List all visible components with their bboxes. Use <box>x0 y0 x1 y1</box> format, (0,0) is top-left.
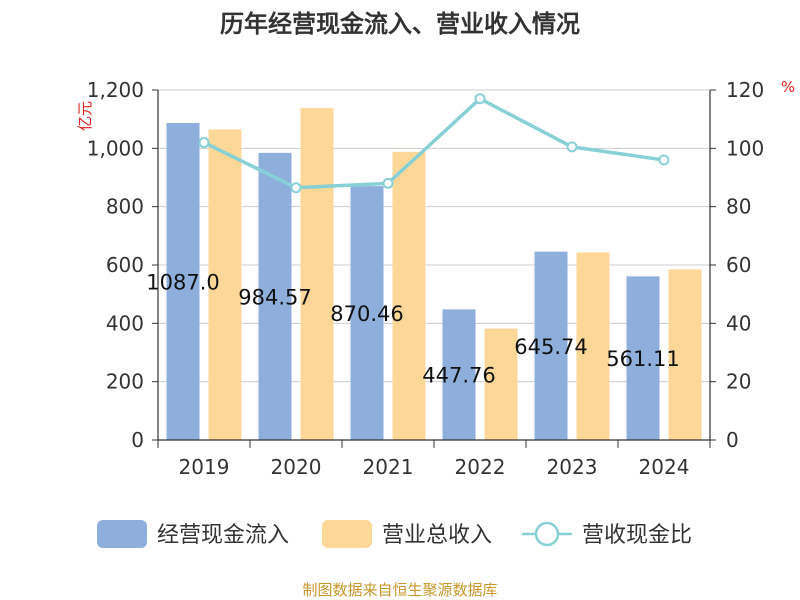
cash-inflow-value-label: 984.57 <box>238 285 311 309</box>
ratio-line <box>198 93 670 194</box>
legend-label: 营业总收入 <box>382 523 492 548</box>
right-tick-label: 120 <box>726 78 764 102</box>
left-tick-label: 0 <box>131 428 144 452</box>
right-axis-unit: % <box>781 78 795 96</box>
legend-swatch <box>97 520 147 548</box>
bar-revenue <box>668 269 702 440</box>
x-tick-label: 2021 <box>363 455 414 479</box>
bar-cash-inflow <box>350 186 384 440</box>
left-axis-unit: 亿元 <box>76 101 94 131</box>
bar-cash-inflow <box>534 251 568 440</box>
left-tick-label: 400 <box>106 311 144 335</box>
left-tick-label: 200 <box>106 370 144 394</box>
legend-label: 营收现金比 <box>582 523 692 548</box>
x-tick-label: 2019 <box>179 455 230 479</box>
ratio-point <box>290 182 302 194</box>
bar-cash-inflow <box>166 122 200 440</box>
data-labels: 1087.0 984.57 870.46 447.76 645.74 561.11 <box>146 270 679 387</box>
right-tick-label: 100 <box>726 136 764 160</box>
bar-cash-inflow <box>442 309 476 440</box>
ratio-point <box>566 141 578 153</box>
right-tick-label: 80 <box>726 195 751 219</box>
cash-inflow-value-label: 561.11 <box>606 347 679 371</box>
ratio-point <box>474 93 486 105</box>
ratio-line-path <box>203 96 665 190</box>
right-tick-label: 60 <box>726 253 751 277</box>
left-tick-label: 600 <box>106 253 144 277</box>
cash-inflow-value-label: 645.74 <box>514 335 587 359</box>
right-tick-label: 20 <box>726 370 751 394</box>
bar-revenue <box>208 129 242 440</box>
axes <box>152 89 716 448</box>
bar-cash-inflow <box>626 276 660 440</box>
cash-inflow-value-label: 447.76 <box>422 364 495 388</box>
left-tick-label: 1,200 <box>87 78 144 102</box>
bar-revenue <box>484 328 518 440</box>
left-tick-label: 800 <box>106 195 144 219</box>
cash-inflow-value-label: 870.46 <box>330 302 403 326</box>
x-tick-label: 2022 <box>455 455 506 479</box>
legend-marker <box>534 521 560 547</box>
tick-labels: 0 0 200 20 400 40 600 60 800 80 1,000 100 1,200 120 20… <box>87 78 764 479</box>
ratio-point <box>658 154 670 166</box>
ratio-point <box>198 137 210 148</box>
x-tick-label: 2024 <box>639 455 690 479</box>
bar-revenue <box>300 108 334 440</box>
source-note: 制图数据来自恒生聚源数据库 <box>302 581 497 599</box>
x-tick-label: 2020 <box>271 455 322 479</box>
x-tick-label: 2023 <box>547 455 598 479</box>
legend-label: 经营现金流入 <box>157 523 289 548</box>
cash-inflow-value-label: 1087.0 <box>146 270 219 294</box>
bars <box>166 108 702 441</box>
left-tick-label: 1,000 <box>87 136 144 160</box>
grid-lines <box>158 89 710 383</box>
right-tick-label: 0 <box>726 428 739 452</box>
bar-cash-inflow <box>258 152 292 441</box>
legend-swatch <box>322 520 372 548</box>
right-tick-label: 40 <box>726 311 751 335</box>
ratio-point <box>382 177 394 189</box>
bar-revenue <box>392 151 426 441</box>
legend: 经营现金流入 营业总收入 营收现金比 <box>97 520 692 548</box>
chart-title: 历年经营现金流入、营业收入情况 <box>220 10 580 38</box>
bar-revenue <box>576 252 610 440</box>
